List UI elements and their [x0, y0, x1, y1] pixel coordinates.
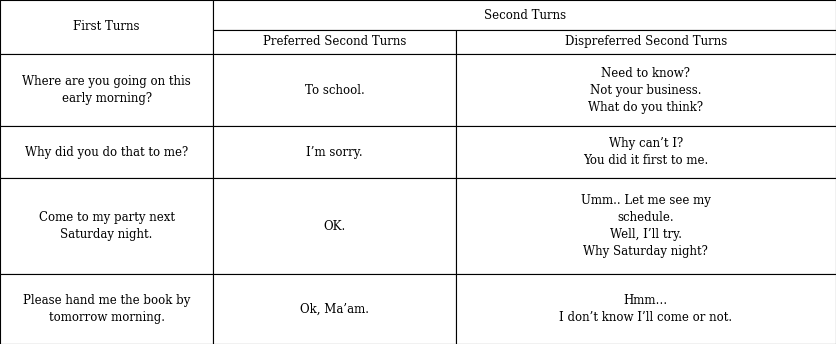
Bar — [213, 127, 456, 178]
Text: Need to know?
Not your business.
What do you think?: Need to know? Not your business. What do… — [589, 66, 703, 114]
Bar — [456, 127, 836, 178]
Bar — [456, 275, 836, 344]
Text: Dispreferred Second Turns: Dispreferred Second Turns — [564, 35, 727, 48]
Bar — [0, 54, 213, 127]
Text: First Turns: First Turns — [74, 20, 140, 33]
Bar — [213, 30, 456, 54]
Text: Hmm…
I don’t know I’ll come or not.: Hmm… I don’t know I’ll come or not. — [559, 294, 732, 324]
Text: Why can’t I?
You did it first to me.: Why can’t I? You did it first to me. — [584, 137, 708, 167]
Text: Please hand me the book by
tomorrow morning.: Please hand me the book by tomorrow morn… — [23, 294, 191, 324]
Bar — [0, 275, 213, 344]
Text: Umm.. Let me see my
schedule.
Well, I’ll try.
Why Saturday night?: Umm.. Let me see my schedule. Well, I’ll… — [581, 194, 711, 258]
Text: Come to my party next
Saturday night.: Come to my party next Saturday night. — [38, 211, 175, 241]
Text: OK.: OK. — [324, 219, 345, 233]
Bar — [0, 0, 213, 54]
Bar — [0, 127, 213, 178]
Text: Preferred Second Turns: Preferred Second Turns — [263, 35, 406, 48]
Bar — [213, 178, 456, 275]
Text: To school.: To school. — [304, 84, 364, 97]
Bar — [213, 0, 836, 30]
Text: I’m sorry.: I’m sorry. — [306, 146, 363, 159]
Text: Where are you going on this
early morning?: Where are you going on this early mornin… — [23, 75, 191, 105]
Bar — [456, 30, 836, 54]
Bar — [456, 54, 836, 127]
Text: Second Turns: Second Turns — [483, 9, 566, 22]
Text: Ok, Ma’am.: Ok, Ma’am. — [300, 303, 369, 316]
Bar — [213, 275, 456, 344]
Text: Why did you do that to me?: Why did you do that to me? — [25, 146, 188, 159]
Bar — [213, 54, 456, 127]
Bar — [0, 178, 213, 275]
Bar — [456, 178, 836, 275]
